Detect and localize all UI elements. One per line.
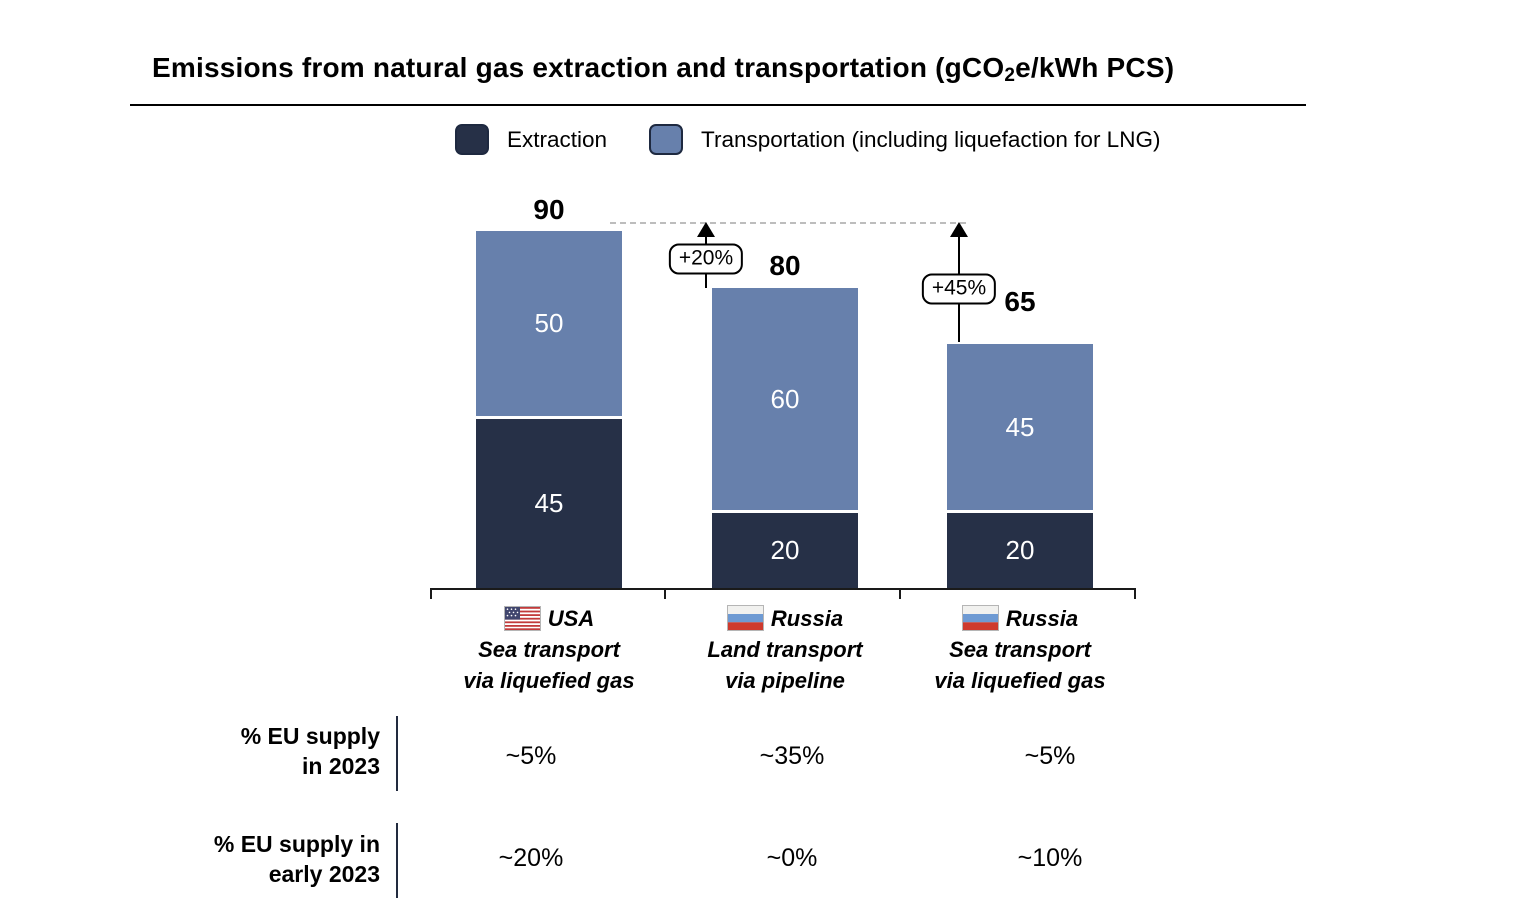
segment-value: 20	[1005, 535, 1035, 565]
bar-segment-transportation: 50	[476, 231, 622, 419]
category-line2: Sea transport	[949, 637, 1091, 662]
usa-flag-icon	[503, 606, 541, 631]
bar-segment-transportation: 60	[712, 288, 858, 513]
bar-segment-extraction: 45	[476, 419, 622, 588]
total-label-usa-lng: 90	[533, 194, 565, 225]
transportation-swatch-icon	[649, 124, 684, 155]
row-label-line2: early 2023	[268, 861, 380, 887]
legend-label: Extraction	[507, 126, 608, 152]
row-label-eu-supply-2023: % EU supply in 2023	[130, 721, 380, 781]
category-line3: via liquefied gas	[934, 668, 1106, 693]
total-label-russia-lng: 65	[1004, 286, 1036, 317]
page-title: Emissions from natural gas extraction an…	[152, 52, 1174, 87]
bar-segment-extraction: 20	[947, 513, 1093, 588]
category-russia-pipeline: Russia Land transport via pipeline	[655, 603, 915, 696]
arrow-up-icon	[950, 222, 968, 237]
cell-eu2023-russia-lng: ~5%	[1024, 742, 1076, 770]
category-line2: Sea transport	[478, 637, 620, 662]
arrow-up-icon	[697, 222, 715, 237]
title-text-post: e/kWh PCS)	[1015, 52, 1175, 83]
category-line3: via pipeline	[725, 668, 845, 693]
category-country: USA	[547, 606, 595, 631]
row-label-line1: % EU supply in	[213, 831, 380, 857]
russia-flag-icon	[726, 605, 764, 631]
segment-value: 45	[1005, 411, 1035, 442]
category-country-line: Russia	[890, 603, 1150, 634]
category-russia-lng: Russia Sea transport via liquefied gas	[890, 603, 1150, 696]
row-label-line1: % EU supply	[240, 723, 380, 749]
legend-item-extraction: Extraction	[455, 124, 607, 155]
cell-early2023-russia-lng: ~10%	[1017, 844, 1083, 872]
bar-russia-pipeline: 60 20	[712, 288, 858, 588]
row-label-eu-supply-early-2023: % EU supply in early 2023	[130, 829, 380, 889]
segment-value: 45	[534, 488, 564, 518]
bar-segment-transportation: 45	[947, 344, 1093, 513]
bar-usa-lng: 50 45	[476, 231, 622, 588]
title-text-pre: Emissions from natural gas extraction an…	[152, 52, 1005, 83]
category-country: Russia	[1005, 606, 1079, 631]
extraction-swatch-icon	[455, 124, 489, 155]
cell-early2023-russia-pipeline: ~0%	[766, 844, 818, 872]
category-usa-lng: USA Sea transport via liquefied gas	[419, 603, 679, 696]
cell-eu2023-russia-pipeline: ~35%	[759, 742, 825, 770]
bar-russia-lng: 45 20	[947, 344, 1093, 588]
category-line3: via liquefied gas	[463, 668, 635, 693]
x-axis	[430, 588, 1136, 590]
cell-eu2023-usa-lng: ~5%	[505, 742, 557, 770]
axis-tick	[430, 590, 432, 599]
legend-item-transportation: Transportation (including liquefaction f…	[649, 124, 1160, 155]
legend-label: Transportation (including liquefaction f…	[701, 126, 1161, 152]
category-country: Russia	[770, 606, 844, 631]
category-country-line: USA	[419, 603, 679, 634]
reference-dashed-line	[610, 222, 966, 224]
segment-value: 60	[770, 383, 800, 414]
segment-value: 20	[770, 535, 800, 565]
axis-tick	[899, 590, 901, 599]
delta-badge-20: +20%	[668, 243, 744, 275]
row-label-line2: in 2023	[302, 753, 380, 779]
title-divider	[130, 104, 1306, 106]
title-subscript: 2	[1004, 65, 1016, 86]
category-country-line: Russia	[655, 603, 915, 634]
bar-segment-extraction: 20	[712, 513, 858, 588]
cell-early2023-usa-lng: ~20%	[498, 844, 564, 872]
axis-tick	[1134, 590, 1136, 599]
russia-flag-icon	[961, 605, 999, 631]
category-line2: Land transport	[707, 637, 863, 662]
chart-legend: Extraction Transportation (including liq…	[455, 124, 1160, 155]
axis-tick	[664, 590, 666, 599]
segment-value: 50	[534, 308, 564, 338]
row-divider	[396, 823, 398, 898]
row-divider	[396, 716, 398, 791]
total-label-russia-pipeline: 80	[769, 250, 801, 281]
delta-badge-45: +45%	[921, 273, 997, 305]
